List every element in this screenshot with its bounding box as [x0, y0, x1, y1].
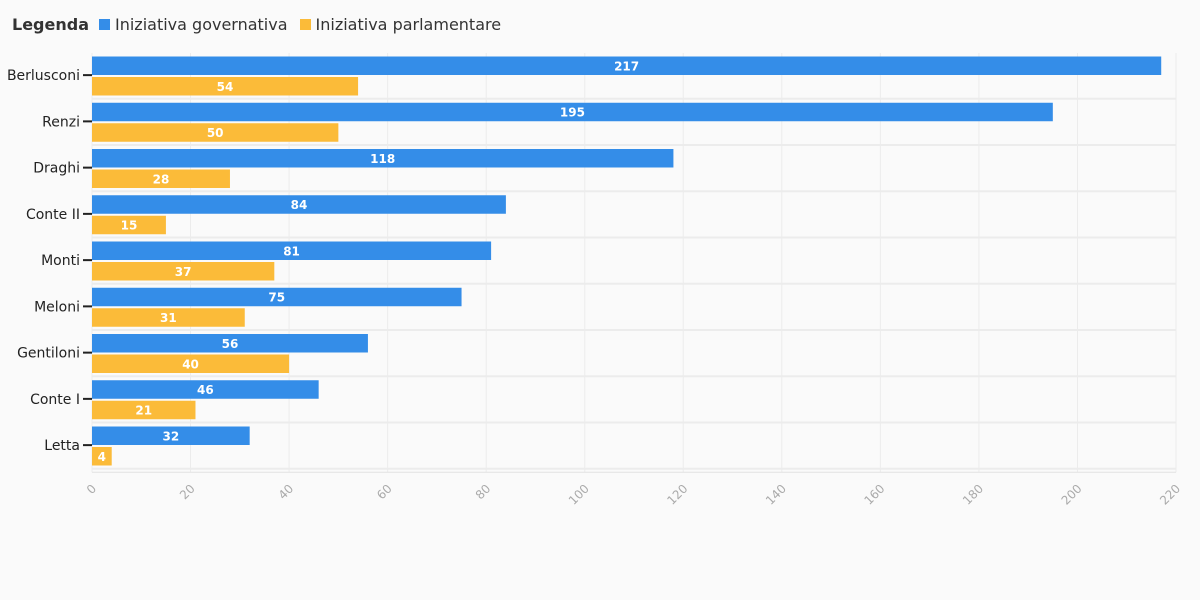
value-label: 37 — [175, 265, 192, 279]
value-label: 4 — [98, 450, 106, 464]
value-label: 46 — [197, 383, 214, 397]
value-label: 118 — [370, 152, 395, 166]
bar-parlamentare — [92, 169, 230, 188]
legend-item-governativa[interactable]: Iniziativa governativa — [99, 15, 288, 34]
bar-parlamentare — [92, 123, 339, 142]
x-tick-label: 220 — [1157, 482, 1183, 508]
bar-governativa — [92, 149, 674, 168]
value-label: 84 — [291, 198, 308, 212]
bar-parlamentare — [92, 77, 359, 96]
bar-governativa — [92, 380, 319, 399]
bar-parlamentare — [92, 447, 112, 466]
bar-governativa — [92, 195, 506, 214]
value-label: 75 — [268, 291, 285, 305]
x-tick-label: 200 — [1059, 482, 1085, 508]
category-label: Conte I — [30, 392, 80, 408]
x-tick-label: 120 — [664, 482, 690, 508]
bar-parlamentare — [92, 354, 290, 373]
category-label: Draghi — [33, 161, 80, 177]
value-label: 217 — [614, 59, 639, 73]
x-tick-label: 160 — [861, 482, 887, 508]
legend-label-parlamentare: Iniziativa parlamentare — [315, 14, 502, 34]
bar-governativa — [92, 426, 250, 445]
value-label: 32 — [162, 429, 179, 443]
value-label: 21 — [135, 404, 152, 418]
bar-governativa — [92, 241, 492, 260]
x-tick-label: 100 — [566, 482, 592, 508]
value-label: 54 — [217, 80, 234, 94]
value-label: 15 — [121, 219, 138, 233]
value-label: 31 — [160, 311, 177, 325]
value-label: 40 — [182, 357, 199, 371]
legend-title: Legenda — [12, 14, 89, 34]
category-label: Monti — [41, 253, 80, 269]
x-tick-label: 0 — [84, 482, 99, 497]
legend-swatch-parlamentare — [299, 18, 311, 30]
x-tick-label: 40 — [276, 482, 297, 503]
legend-item-parlamentare[interactable]: Iniziativa parlamentare — [299, 14, 502, 34]
x-tick-label: 60 — [374, 482, 395, 503]
category-label: Letta — [44, 438, 80, 454]
value-label: 195 — [560, 106, 585, 120]
category-label: Meloni — [34, 299, 80, 315]
category-label: Conte II — [26, 207, 80, 223]
x-tick-label: 20 — [177, 482, 198, 503]
bar-governativa — [92, 287, 462, 307]
legend-swatch-governativa — [99, 18, 110, 30]
bar-parlamentare — [92, 262, 275, 281]
x-tick-label: 140 — [763, 482, 789, 508]
category-label: Renzi — [42, 114, 80, 130]
legend-label-governativa: Iniziativa governativa — [115, 14, 288, 34]
legend: Legenda Iniziativa governativa Iniziativ… — [12, 12, 507, 36]
value-label: 50 — [207, 126, 224, 140]
bar-parlamentare — [92, 215, 166, 235]
bar-governativa — [92, 56, 1162, 75]
bar-parlamentare — [92, 308, 245, 327]
value-label: 28 — [153, 172, 170, 186]
bar-governativa — [92, 102, 1053, 122]
category-label: Gentiloni — [17, 346, 80, 362]
x-tick-label: 180 — [960, 482, 986, 508]
bar-parlamentare — [92, 400, 196, 420]
x-tick-label: 80 — [473, 482, 494, 503]
category-label: Berlusconi — [7, 68, 80, 84]
value-label: 56 — [222, 337, 239, 351]
value-label: 81 — [283, 244, 300, 258]
bar-governativa — [92, 334, 368, 353]
